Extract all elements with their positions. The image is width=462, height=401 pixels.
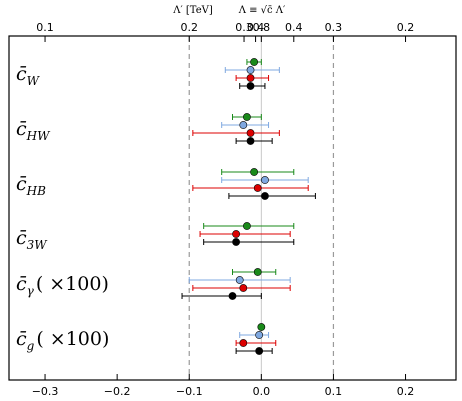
bottom-axis: −0.3 −0.2 −0.1 0.0 0.1 0.2 — [32, 374, 415, 398]
estimate-point — [235, 137, 273, 145]
estimate-point — [235, 347, 273, 355]
plot-frame — [8, 35, 457, 381]
top-tick-label: 0.3 — [325, 21, 343, 34]
estimate-point — [224, 66, 280, 74]
central-value-marker — [246, 82, 255, 90]
bottom-tick-label: 0.1 — [325, 385, 343, 398]
central-value-marker — [246, 66, 255, 74]
bottom-tick-label: −0.2 — [104, 385, 131, 398]
coefficient-row-HW: c̄HW — [16, 113, 280, 145]
central-value-marker — [239, 121, 248, 129]
central-value-marker — [246, 74, 255, 82]
central-value-marker — [255, 347, 264, 355]
estimate-point — [239, 331, 270, 339]
coefficient-row-HB: c̄HB — [16, 168, 316, 200]
bottom-tick-label: 0.0 — [253, 385, 271, 398]
top-tick-label: 0.3 — [235, 21, 253, 34]
top-axis-title-lambda-prime: Λ′ [TeV] — [172, 5, 213, 16]
central-value-marker — [235, 276, 244, 284]
central-value-marker — [243, 113, 251, 121]
central-value-marker — [246, 129, 255, 137]
central-value-marker — [228, 292, 237, 300]
estimate-point — [192, 284, 291, 292]
estimate-point — [235, 339, 277, 347]
top-axis: Λ′ [TeV] Λ ≡ √c̄ Λ′ 0.1 0.2 0.30.40.8 0.4 0.… — [36, 5, 414, 42]
central-value-marker — [261, 176, 269, 184]
bottom-tick-label: 0.2 — [397, 385, 415, 398]
estimate-point — [232, 113, 262, 121]
central-value-marker — [253, 268, 262, 276]
estimate-point — [221, 168, 295, 176]
coefficient-row-3W: c̄3W — [16, 222, 295, 252]
estimate-point — [257, 323, 266, 331]
coefficient-label: c̄W — [16, 63, 41, 88]
estimate-point — [221, 176, 309, 184]
estimate-point — [192, 129, 280, 137]
central-value-marker — [239, 284, 248, 292]
estimate-point — [232, 268, 277, 276]
central-value-marker — [250, 58, 259, 66]
estimate-point — [203, 222, 295, 230]
top-tick-label: 0.1 — [36, 21, 54, 34]
top-tick-label: 0.2 — [180, 21, 198, 34]
coefficient-rows: c̄W c̄HW c̄HB c̄3W c̄γ( ×100) c̄g( ×100) — [16, 58, 316, 355]
top-tick-label: 0.4 — [247, 21, 265, 34]
estimate-point — [239, 82, 266, 90]
bottom-tick-label: −0.1 — [176, 385, 203, 398]
central-value-marker — [243, 222, 251, 230]
top-tick-label: 0.8 — [253, 21, 271, 34]
central-value-marker — [232, 230, 241, 238]
top-axis-title-lambda-definition: Λ ≡ √c̄ Λ′ — [238, 5, 286, 16]
coefficient-label: c̄HW — [16, 118, 51, 143]
central-value-marker — [250, 168, 259, 176]
central-value-marker — [257, 323, 266, 331]
estimate-point — [235, 74, 270, 82]
central-value-marker — [261, 192, 269, 200]
top-tick-label: 0.2 — [397, 21, 415, 34]
estimate-point — [221, 121, 270, 129]
estimate-point — [203, 238, 295, 246]
reference-lines — [188, 36, 335, 380]
central-value-marker — [255, 331, 264, 339]
central-value-marker — [253, 184, 262, 192]
estimate-point — [246, 58, 262, 66]
coefficient-label: c̄g( ×100) — [16, 328, 109, 353]
estimate-point — [181, 292, 262, 300]
coefficient-row-g: c̄g( ×100) — [16, 323, 277, 355]
central-value-marker — [239, 339, 248, 347]
estimate-point — [228, 192, 316, 200]
coefficient-label: c̄3W — [16, 227, 48, 252]
estimate-point — [199, 230, 291, 238]
bottom-tick-label: −0.3 — [32, 385, 59, 398]
estimate-point — [192, 184, 309, 192]
central-value-marker — [246, 137, 255, 145]
top-tick-label: 0.4 — [285, 21, 303, 34]
coefficient-row-W: c̄W — [16, 58, 280, 90]
coefficient-label: c̄HB — [16, 173, 46, 198]
coefficient-row-γ: c̄γ( ×100) — [16, 268, 291, 300]
estimate-point — [188, 276, 291, 284]
central-value-marker — [232, 238, 241, 246]
coefficient-label: c̄γ( ×100) — [16, 273, 109, 298]
